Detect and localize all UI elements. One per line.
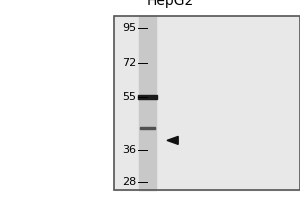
- Bar: [140, 127, 155, 129]
- Bar: [139, 16, 156, 190]
- Bar: [114, 16, 300, 190]
- Text: 55: 55: [122, 92, 136, 102]
- Text: 36: 36: [122, 145, 136, 155]
- Text: HepG2: HepG2: [146, 0, 194, 8]
- Text: 95: 95: [122, 23, 136, 33]
- Text: 72: 72: [122, 58, 136, 68]
- Bar: [138, 95, 157, 99]
- Text: 28: 28: [122, 177, 136, 187]
- Polygon shape: [167, 136, 178, 144]
